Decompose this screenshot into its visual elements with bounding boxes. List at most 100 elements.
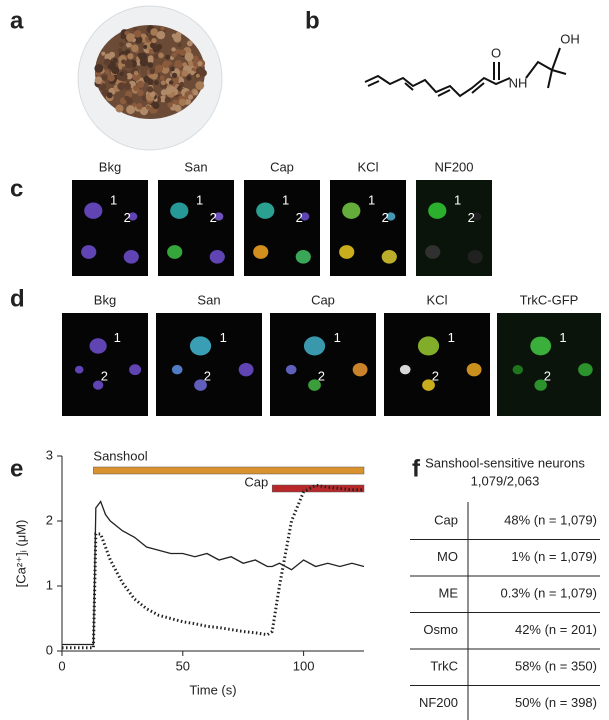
cell-label: 2 [124, 210, 131, 225]
cell [74, 365, 84, 374]
cell [194, 379, 207, 391]
peppercorn [195, 73, 200, 78]
cell-label: 1 [559, 330, 566, 345]
peppercorn [130, 44, 139, 53]
cell [466, 362, 482, 377]
cell [256, 202, 275, 219]
y-tick-label: 0 [46, 642, 53, 657]
peppercorn [174, 60, 183, 69]
cell [352, 362, 368, 377]
cell [399, 364, 411, 375]
cell [123, 249, 139, 264]
peppercorn [171, 72, 178, 79]
peppercorn [181, 70, 189, 77]
cell [534, 379, 547, 391]
cell [381, 249, 397, 264]
peppercorn [119, 41, 124, 47]
peppercorn [197, 60, 203, 67]
peppercorn [145, 105, 151, 110]
peppercorn [119, 71, 124, 76]
cell [89, 338, 107, 354]
peppercorn [137, 89, 144, 96]
image-title: NF200 [434, 159, 473, 174]
row-value: 42% (n = 201) [515, 622, 597, 637]
peppercorn [193, 90, 199, 96]
x-tick-label: 50 [176, 658, 190, 673]
image-title: Bkg [99, 159, 121, 174]
row-value: 58% (n = 350) [515, 658, 597, 673]
peppercorn [159, 95, 167, 103]
cell [253, 245, 269, 259]
peppercorn [108, 51, 116, 58]
row-value: 50% (n = 398) [515, 695, 597, 710]
row-label: NF200 [419, 695, 458, 710]
peppercorn [112, 57, 118, 63]
peppercorn [160, 80, 166, 86]
peppercorn [149, 42, 156, 49]
panel-label: f [412, 455, 421, 482]
peppercorn [177, 43, 182, 48]
peppercorn [126, 105, 136, 115]
peppercorn [123, 82, 131, 90]
y-tick-label: 2 [46, 512, 53, 527]
peppercorn [165, 54, 171, 60]
peppercorn [153, 80, 159, 86]
peppercorn [98, 82, 107, 91]
cell-label: 1 [220, 330, 227, 345]
peppercorn [170, 66, 175, 72]
peppercorn [117, 82, 126, 91]
peppercorn [158, 52, 164, 59]
row-label: Cap [434, 512, 458, 527]
stimulus-label: Cap [244, 474, 268, 489]
cell [303, 336, 326, 356]
peppercorn [179, 49, 186, 56]
peppercorn [94, 76, 103, 85]
cell-label: 2 [318, 368, 325, 383]
cell [530, 336, 552, 356]
cell [285, 364, 297, 375]
cell-label: 2 [204, 368, 211, 383]
peppercorn-photo [77, 5, 223, 151]
cell [386, 212, 396, 221]
cell [170, 202, 189, 219]
peppercorn [111, 66, 120, 75]
peppercorn [134, 35, 143, 44]
cell [214, 212, 224, 221]
cell [189, 336, 212, 356]
row-label: TrkC [430, 658, 458, 673]
peppercorn [127, 53, 134, 60]
cell [84, 202, 103, 219]
peppercorn [133, 29, 142, 38]
cell-label: 1 [448, 330, 455, 345]
peppercorn [107, 74, 115, 82]
peppercorn [160, 26, 165, 31]
peppercorn [162, 60, 170, 68]
atom-label: O [491, 45, 501, 60]
peppercorn [143, 44, 148, 49]
data-line [62, 483, 364, 650]
peppercorn [125, 42, 131, 48]
cell [578, 363, 593, 377]
cell-label: 1 [196, 193, 203, 208]
peppercorn [150, 28, 158, 36]
peppercorn [149, 91, 156, 98]
image-title: Cap [270, 159, 294, 174]
peppercorn [133, 70, 139, 76]
peppercorn [124, 60, 133, 69]
peppercorn [171, 47, 176, 52]
peppercorn [94, 63, 104, 73]
cell [472, 212, 482, 221]
cell [171, 364, 183, 375]
peppercorn [136, 80, 145, 89]
row-value: 0.3% (n = 1,079) [501, 585, 597, 600]
cell [339, 245, 355, 259]
row-label: Osmo [423, 622, 458, 637]
panel-label: b [305, 7, 320, 34]
peppercorn [165, 87, 173, 95]
x-tick-label: 100 [293, 658, 315, 673]
cell [167, 245, 183, 259]
peppercorn [175, 48, 181, 55]
image-title: Bkg [94, 292, 116, 307]
peppercorn [151, 37, 157, 44]
cell-label: 2 [544, 368, 551, 383]
